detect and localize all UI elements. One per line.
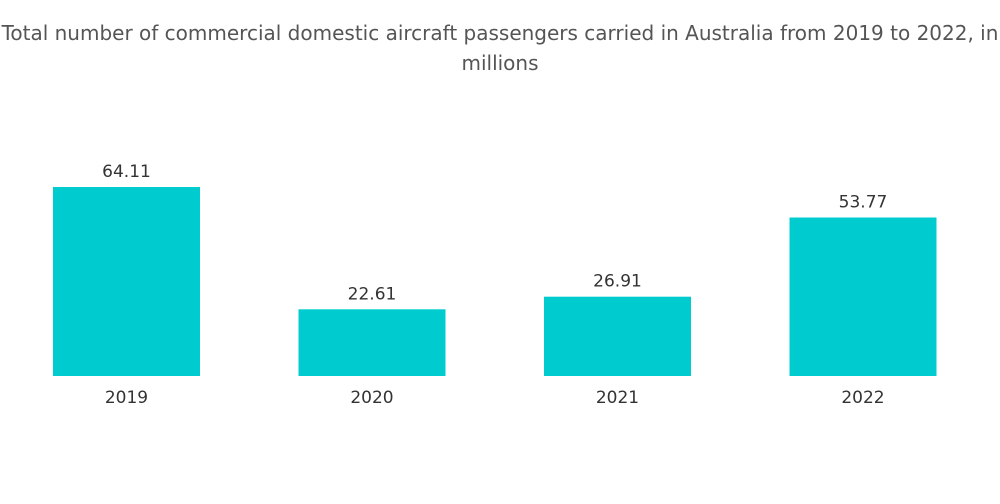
value-label-2020: 22.61 [348, 284, 397, 304]
x-tick-label-2022: 2022 [841, 388, 884, 408]
value-label-2021: 26.91 [593, 272, 642, 292]
bar-2019 [53, 187, 200, 376]
bar-2022 [789, 217, 937, 376]
bar-2020 [298, 309, 446, 376]
chart-title: Total number of commercial domestic airc… [1, 21, 999, 75]
value-label-2022: 53.77 [839, 193, 888, 213]
x-tick-label-2021: 2021 [596, 388, 639, 408]
x-tick-label-2019: 2019 [105, 388, 148, 408]
x-tick-label-2020: 2020 [350, 388, 393, 408]
bar-2021 [544, 296, 691, 376]
value-label-2019: 64.11 [102, 162, 151, 182]
